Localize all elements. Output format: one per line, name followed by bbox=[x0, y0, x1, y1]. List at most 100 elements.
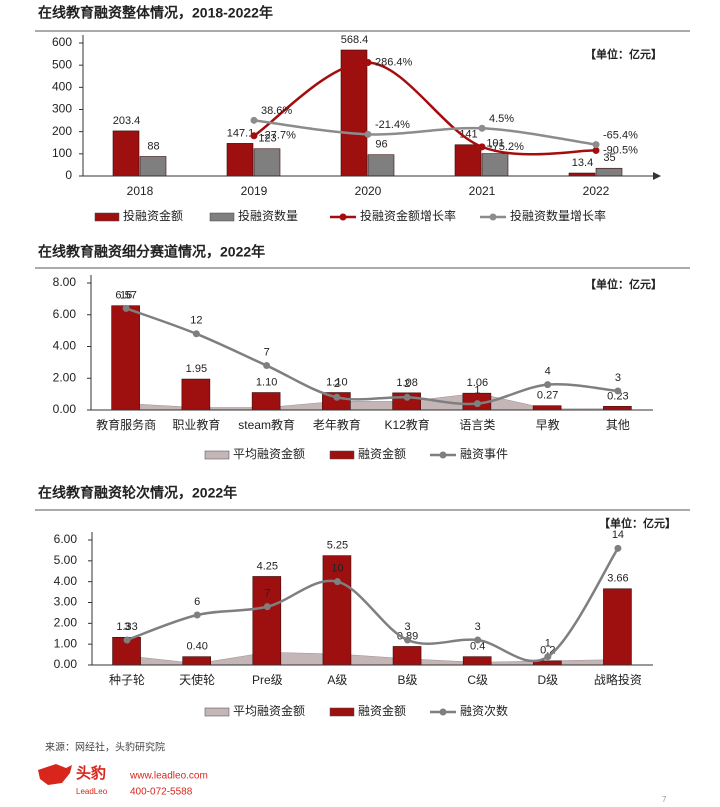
bar bbox=[111, 305, 140, 411]
y-tick-label: 2.00 bbox=[53, 370, 77, 384]
legend-swatch bbox=[489, 213, 497, 221]
legend-label: 投融资数量 bbox=[238, 208, 298, 223]
x-tick-label: D级 bbox=[537, 673, 558, 687]
bar-label: 0.40 bbox=[186, 641, 207, 653]
bar-label: 96 bbox=[375, 139, 387, 151]
bar-label: 101 bbox=[486, 138, 504, 150]
y-tick-label: 0 bbox=[65, 168, 72, 182]
y-tick-label: 5.00 bbox=[54, 553, 78, 567]
legend-label: 融资金额 bbox=[358, 446, 406, 461]
brand-en: LeadLeo bbox=[76, 787, 108, 796]
legend-swatch bbox=[209, 212, 235, 222]
brand: 头豹 bbox=[76, 764, 106, 782]
y-tick-label: 4.00 bbox=[53, 339, 77, 353]
x-tick-label: 老年教育 bbox=[313, 417, 361, 432]
y-tick-label: 6.00 bbox=[53, 307, 77, 321]
line-label: 1 bbox=[545, 638, 551, 650]
legend-label: 投融资数量增长率 bbox=[510, 208, 606, 223]
line-marker bbox=[592, 146, 600, 154]
legend-swatch bbox=[439, 451, 447, 459]
x-tick-label: 2018 bbox=[127, 184, 154, 198]
page-number: 7 bbox=[662, 795, 667, 804]
phone: 400-072-5588 bbox=[130, 787, 193, 798]
legend-label: 投融资金额 bbox=[123, 208, 183, 223]
legend-swatch bbox=[439, 708, 447, 716]
line-label: 3 bbox=[615, 372, 621, 384]
bar-label: 123 bbox=[258, 133, 276, 145]
bar-label: 1.08 bbox=[396, 377, 417, 389]
bar-label: 147.1 bbox=[227, 127, 255, 139]
chart-title: 在线教育融资细分赛道情况，2022年 bbox=[38, 244, 265, 260]
unit-note: 【单位：亿元】 bbox=[585, 277, 662, 291]
x-tick-label: 种子轮 bbox=[109, 673, 145, 687]
line-marker bbox=[614, 544, 622, 552]
line-label: 2 bbox=[334, 378, 340, 390]
x-tick-label: 天使轮 bbox=[179, 672, 215, 687]
line-label: 2 bbox=[404, 378, 410, 390]
bar-label: 5.25 bbox=[327, 540, 348, 552]
line-label: -27.7% bbox=[261, 130, 296, 142]
bar bbox=[182, 656, 211, 666]
line-marker bbox=[474, 636, 482, 644]
bar bbox=[322, 555, 352, 666]
x-tick-label: 职业教育 bbox=[172, 417, 220, 432]
line-marker bbox=[123, 636, 131, 644]
bar bbox=[462, 656, 492, 666]
legend-label: 融资次数 bbox=[460, 703, 508, 718]
line-marker bbox=[478, 124, 486, 132]
y-tick-label: 100 bbox=[52, 146, 72, 160]
bar bbox=[253, 148, 281, 177]
y-tick-label: 6.00 bbox=[54, 532, 78, 546]
y-tick-label: 200 bbox=[52, 124, 72, 138]
y-tick-label: 600 bbox=[52, 35, 72, 49]
legend-label: 平均融资金额 bbox=[233, 703, 305, 718]
bar-label: 1.33 bbox=[116, 621, 137, 633]
bar-label: 35 bbox=[603, 152, 615, 164]
x-tick-label: 2021 bbox=[469, 184, 496, 198]
bar-label: 0.27 bbox=[537, 390, 558, 402]
bar-label: 0.23 bbox=[607, 390, 628, 402]
line-label: 3 bbox=[124, 621, 130, 633]
line-label: 14 bbox=[612, 529, 624, 541]
line-marker bbox=[250, 116, 258, 124]
x-tick-label: Pre级 bbox=[252, 673, 283, 687]
bar-label: 13.4 bbox=[572, 157, 593, 169]
line-label: 16 bbox=[120, 289, 132, 301]
bar-label: 1.10 bbox=[326, 376, 347, 388]
bar bbox=[251, 392, 281, 411]
line bbox=[125, 307, 618, 406]
line-marker bbox=[192, 330, 200, 338]
bar-label: 3.66 bbox=[607, 573, 628, 585]
url: www.leadleo.com bbox=[129, 771, 208, 782]
line-marker bbox=[333, 578, 341, 586]
bar-label: 6.57 bbox=[115, 290, 136, 302]
bar bbox=[340, 49, 368, 177]
y-tick-label: 3.00 bbox=[54, 595, 78, 609]
x-tick-label: steam教育 bbox=[238, 417, 295, 432]
y-tick-label: 400 bbox=[52, 80, 72, 94]
legend-swatch bbox=[329, 450, 355, 460]
x-tick-label: 教育服务商 bbox=[96, 417, 156, 432]
line-label: 4.5% bbox=[489, 113, 514, 125]
line-marker bbox=[263, 603, 271, 611]
line-label: 4 bbox=[545, 366, 551, 378]
line-label: 12 bbox=[190, 315, 202, 327]
legend-swatch bbox=[329, 707, 355, 717]
bar-label: 88 bbox=[147, 140, 159, 152]
y-tick-label: 4.00 bbox=[54, 574, 78, 588]
bar-label: 0.89 bbox=[397, 630, 418, 642]
y-tick-label: 1.00 bbox=[54, 636, 78, 650]
legend-label: 融资事件 bbox=[460, 447, 508, 461]
line-label: -90.5% bbox=[603, 144, 638, 156]
line-label: 3 bbox=[475, 621, 481, 633]
line-label: -21.4% bbox=[375, 119, 410, 131]
line-marker bbox=[333, 393, 341, 401]
y-tick-label: 0.00 bbox=[53, 402, 77, 416]
x-tick-label: A级 bbox=[327, 673, 347, 687]
y-tick-label: 8.00 bbox=[53, 275, 77, 289]
y-tick-label: 0.00 bbox=[54, 657, 78, 671]
bar-label: 568.4 bbox=[341, 34, 369, 46]
line bbox=[253, 61, 597, 156]
line-label: 38.6% bbox=[261, 105, 292, 117]
